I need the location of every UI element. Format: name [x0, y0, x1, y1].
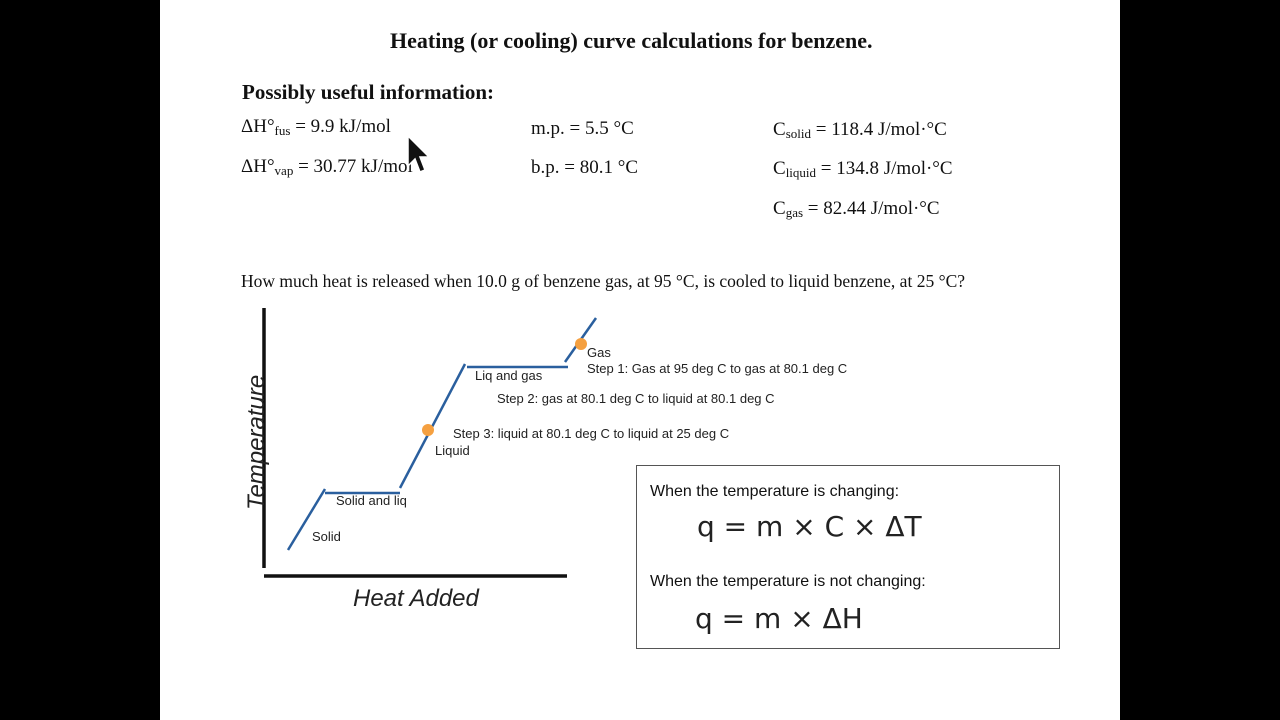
changing-formula: q = m × C × ΔT: [697, 510, 922, 543]
step-3-label: Step 3: liquid at 80.1 deg C to liquid a…: [453, 426, 729, 441]
page-title: Heating (or cooling) curve calculations …: [390, 28, 873, 53]
label-liquid: Liquid: [435, 443, 470, 458]
c-liquid: Cliquid = 134.8 J/mol·°C: [773, 158, 953, 180]
not-changing-formula: q = m × ΔH: [695, 602, 863, 635]
segment-liquid: [398, 363, 467, 489]
mouse-pointer-icon: [407, 134, 431, 173]
boiling-point: b.p. = 80.1 °C: [531, 157, 638, 178]
c-solid: Csolid = 118.4 J/mol·°C: [773, 119, 947, 141]
label-solid: Solid: [312, 529, 341, 544]
slide-page: Heating (or cooling) curve calculations …: [160, 0, 1120, 720]
melting-point: m.p. = 5.5 °C: [531, 118, 634, 139]
heating-curve-diagram: Temperature Heat Added Solid Solid and l…: [243, 308, 847, 612]
formula-box: When the temperature is changing: q = m …: [636, 465, 1060, 649]
segment-solid: [286, 488, 327, 551]
not-changing-label: When the temperature is not changing:: [650, 573, 926, 590]
label-solid-liq: Solid and liq: [336, 493, 407, 508]
question-text: How much heat is released when 10.0 g of…: [241, 271, 966, 291]
label-gas: Gas: [587, 345, 611, 360]
dh-vap: ΔH°vap = 30.77 kJ/mol: [241, 156, 413, 178]
start-marker: [575, 338, 587, 350]
y-axis-label: Temperature: [243, 375, 270, 510]
end-marker: [422, 424, 434, 436]
label-liq-gas: Liq and gas: [475, 368, 543, 383]
x-axis-label: Heat Added: [353, 585, 480, 612]
info-heading: Possibly useful information:: [242, 80, 495, 104]
c-gas: Cgas = 82.44 J/mol·°C: [773, 198, 940, 220]
dh-fus: ΔH°fus = 9.9 kJ/mol: [241, 116, 391, 138]
step-2-label: Step 2: gas at 80.1 deg C to liquid at 8…: [497, 391, 775, 406]
step-1-label: Step 1: Gas at 95 deg C to gas at 80.1 d…: [587, 361, 847, 376]
changing-label: When the temperature is changing:: [650, 483, 900, 500]
